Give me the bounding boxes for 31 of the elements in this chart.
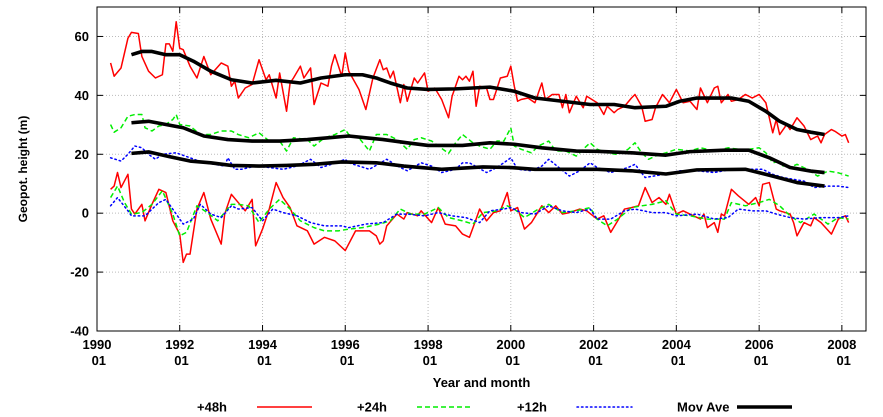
y-tick-label: 20: [74, 146, 89, 162]
x-tick-label: 2008 01: [827, 337, 856, 368]
line-series: [110, 145, 850, 188]
line-series: [130, 150, 826, 188]
legend-label: +48h: [197, 400, 228, 415]
line-series: [110, 196, 850, 228]
x-tick-label: 2006 01: [744, 337, 774, 368]
y-tick-label: 0: [82, 206, 89, 221]
y-tick-label: 60: [74, 29, 89, 44]
x-tick-label: 2002 01: [579, 337, 608, 368]
line-series: [110, 185, 850, 237]
line-series: [110, 20, 850, 144]
y-tick-label: 40: [74, 88, 89, 103]
legend-label: +12h: [517, 400, 548, 415]
legend-label: Mov Ave: [677, 400, 730, 415]
y-tick-label: -40: [70, 324, 89, 339]
line-series: [130, 119, 826, 174]
x-tick-label: 1996 01: [330, 337, 360, 368]
legend-label: +24h: [357, 400, 388, 415]
x-tick-label: 2000 01: [496, 337, 526, 368]
line-series: [110, 172, 850, 264]
line-series: [130, 50, 826, 136]
x-tick-label: 1998 01: [414, 337, 443, 368]
x-tick-label: 1992 01: [165, 337, 194, 368]
x-axis-title: Year and month: [432, 375, 530, 390]
y-tick-label: -20: [70, 264, 89, 280]
x-tick-label: 2004 01: [662, 337, 692, 368]
line-series: [110, 114, 850, 177]
x-tick-label: 1994 01: [248, 337, 278, 368]
x-tick-label: 1990 01: [82, 337, 112, 368]
y-axis-title: Geopot. height (m): [16, 116, 30, 222]
